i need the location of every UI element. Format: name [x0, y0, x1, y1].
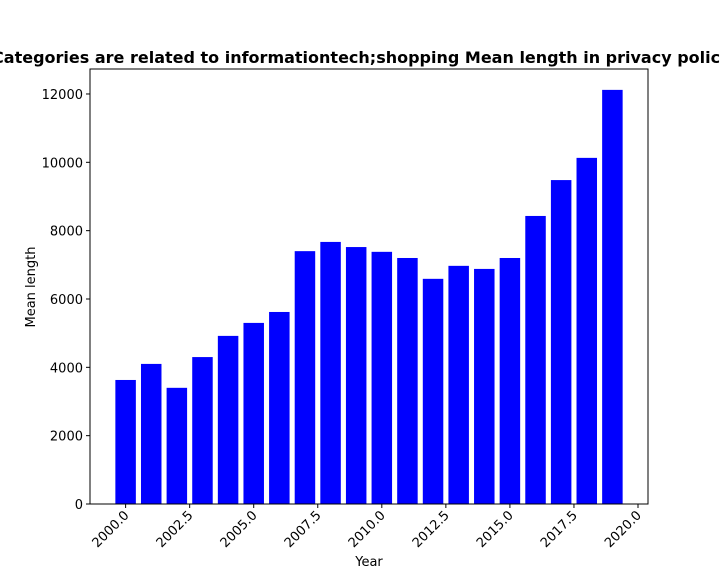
- bar: [602, 89, 623, 505]
- bar: [243, 322, 264, 504]
- plot-frame: [89, 68, 649, 505]
- bar: [217, 335, 239, 504]
- bar: [525, 215, 546, 505]
- bar: [294, 251, 316, 504]
- y-tick-label: 0: [75, 498, 83, 513]
- bar: [269, 311, 290, 504]
- bar: [345, 247, 367, 504]
- bar: [474, 268, 495, 504]
- bar: [550, 180, 572, 504]
- y-tick-label: 6000: [50, 293, 83, 308]
- y-tick-label: 4000: [50, 361, 83, 376]
- x-axis-label: Year: [354, 555, 383, 570]
- bar: [115, 379, 136, 504]
- bar: [320, 241, 341, 504]
- bar: [371, 251, 393, 504]
- bar: [422, 278, 444, 504]
- bar: [499, 257, 521, 504]
- y-axis-label: Mean length: [24, 247, 39, 328]
- y-tick-label: 8000: [50, 225, 83, 240]
- y-tick-label: 10000: [42, 156, 83, 171]
- bar: [140, 363, 162, 504]
- y-tick-label: 2000: [50, 430, 83, 445]
- bar: [166, 387, 188, 504]
- bar: [192, 357, 213, 504]
- chart-title: Categories are related to informationtec…: [0, 48, 720, 67]
- bar: [448, 265, 469, 504]
- y-tick-label: 12000: [42, 88, 83, 103]
- bar: [397, 257, 418, 504]
- bar: [576, 157, 598, 504]
